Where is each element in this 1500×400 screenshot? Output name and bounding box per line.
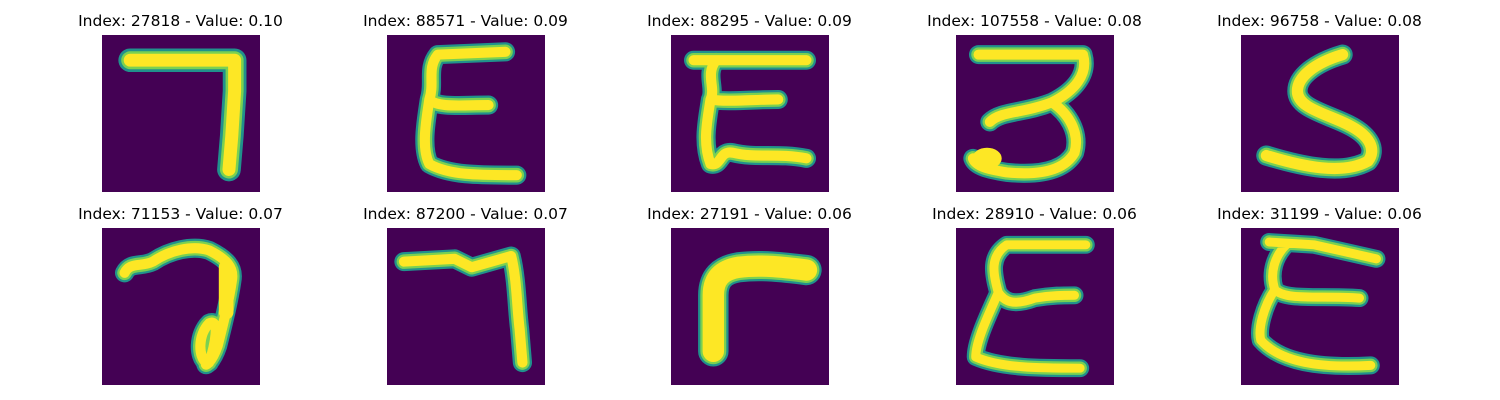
sample-title: Index: 27818 - Value: 0.10 [78, 12, 283, 30]
sample-cell: Index: 31199 - Value: 0.06 [1177, 193, 1462, 386]
sample-cell: Index: 96758 - Value: 0.08 [1177, 0, 1462, 193]
digit-glyph-five [1256, 44, 1382, 179]
digit-image [671, 228, 829, 385]
sample-title: Index: 107558 - Value: 0.08 [927, 12, 1142, 30]
digit-glyph-epsilon [966, 235, 1095, 378]
digit-glyph-epsilon [683, 50, 817, 174]
sample-title: Index: 28910 - Value: 0.06 [932, 205, 1137, 223]
digit-image [1241, 35, 1399, 192]
digit-image [387, 35, 545, 192]
digit-glyph-seven [394, 246, 533, 373]
digit-image [102, 35, 260, 192]
sample-title: Index: 71153 - Value: 0.07 [78, 205, 283, 223]
sample-title: Index: 31199 - Value: 0.06 [1217, 205, 1422, 223]
digit-glyph-seven [118, 48, 247, 182]
sample-title: Index: 88571 - Value: 0.09 [363, 12, 568, 30]
sample-cell: Index: 27818 - Value: 0.10 [38, 0, 323, 193]
sample-cell: Index: 28910 - Value: 0.06 [892, 193, 1177, 386]
digit-image [671, 35, 829, 192]
digit-glyph-epsilon [415, 42, 527, 185]
sample-cell: Index: 87200 - Value: 0.07 [323, 193, 608, 386]
digit-glyph-corner [698, 250, 822, 367]
digit-image [102, 228, 260, 385]
sample-title: Index: 27191 - Value: 0.06 [647, 205, 852, 223]
sample-cell: Index: 107558 - Value: 0.08 [892, 0, 1177, 193]
digit-glyph-three [963, 45, 1094, 183]
digit-image [387, 228, 545, 385]
sample-title: Index: 88295 - Value: 0.09 [647, 12, 852, 30]
sample-title: Index: 87200 - Value: 0.07 [363, 205, 568, 223]
digit-image [956, 228, 1114, 385]
sample-cell: Index: 71153 - Value: 0.07 [38, 193, 323, 386]
sample-cell: Index: 27191 - Value: 0.06 [607, 193, 892, 386]
sample-title: Index: 96758 - Value: 0.08 [1217, 12, 1422, 30]
sample-cell: Index: 88295 - Value: 0.09 [607, 0, 892, 193]
digit-image [956, 35, 1114, 192]
digit-image [1241, 228, 1399, 385]
sample-cell: Index: 88571 - Value: 0.09 [323, 0, 608, 193]
digit-glyph-epsilon [1251, 233, 1386, 375]
digit-glyph-seven-loop [114, 238, 242, 375]
